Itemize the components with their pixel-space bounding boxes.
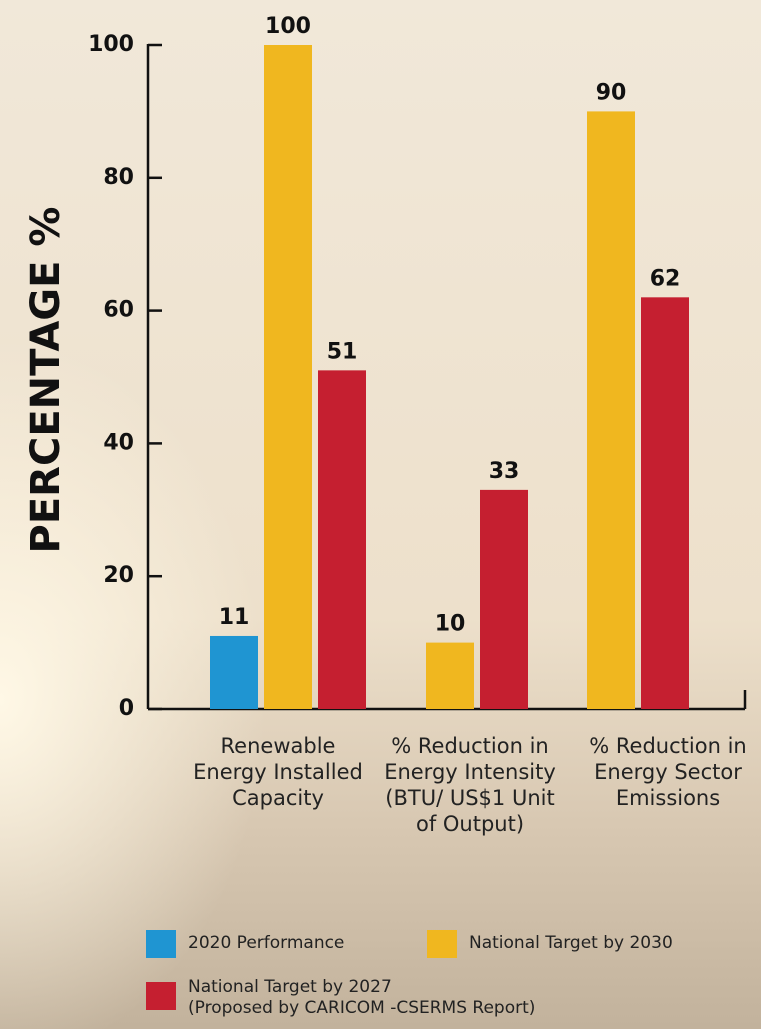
y-tick-label: 20 <box>103 563 134 588</box>
y-tick-label: 60 <box>103 298 134 323</box>
bar <box>264 45 312 709</box>
legend-label: National Target by 2027 (Proposed by CAR… <box>188 977 536 1018</box>
y-tick-label: 100 <box>88 32 134 57</box>
y-tick-label: 0 <box>119 696 134 721</box>
value-label: 33 <box>489 459 520 484</box>
bar <box>587 111 635 709</box>
x-tick-label: % Reduction in Energy Intensity (BTU/ US… <box>384 734 556 836</box>
value-label: 90 <box>596 80 627 105</box>
bar <box>318 370 366 709</box>
value-label: 10 <box>435 612 466 637</box>
bar <box>641 297 689 709</box>
legend-label: National Target by 2030 <box>469 933 673 953</box>
legend-swatch <box>427 930 457 958</box>
value-label: 11 <box>219 605 250 630</box>
value-label: 62 <box>650 266 681 291</box>
y-axis-label: PERCENTAGE % <box>23 207 69 554</box>
legend-label: 2020 Performance <box>188 933 345 953</box>
x-tick-label: % Reduction in Energy Sector Emissions <box>589 734 747 810</box>
bar <box>480 489 528 709</box>
x-tick-label: Renewable Energy Installed Capacity <box>193 734 363 810</box>
legend-swatch <box>146 930 176 958</box>
value-label: 51 <box>327 339 358 364</box>
value-label: 100 <box>265 14 311 39</box>
legend-swatch <box>146 982 176 1010</box>
y-tick-label: 80 <box>103 165 134 190</box>
bar <box>210 635 258 709</box>
y-tick-label: 40 <box>103 430 134 455</box>
bar <box>426 642 474 709</box>
